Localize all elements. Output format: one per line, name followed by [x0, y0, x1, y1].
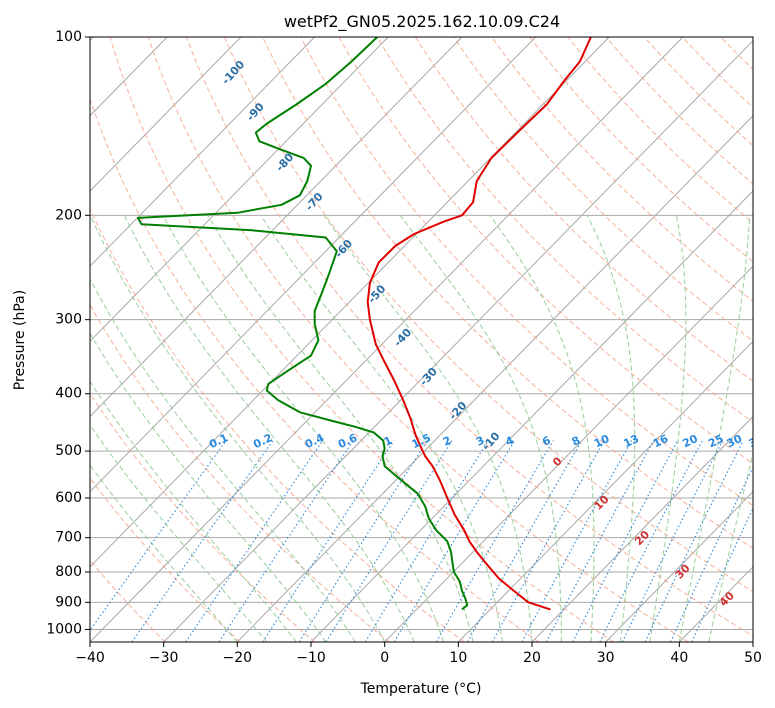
mixing-ratio-line: [466, 440, 583, 642]
mixing-ratio-line: [393, 440, 516, 642]
moist-adiabat-line: [708, 450, 753, 642]
moist-adiabat-line: [207, 215, 474, 642]
y-tick-label: 1000: [46, 621, 82, 637]
series-layer: [136, 37, 592, 611]
mixing-ratio-line: [218, 440, 354, 642]
isotherm-line: [90, 37, 536, 493]
mixing-ratio-label: 10: [592, 432, 612, 450]
mixing-ratio-line: [691, 506, 753, 642]
x-tick-label: 0: [380, 650, 389, 666]
mixing-ratio-line: [325, 440, 453, 642]
mixing-ratio-line: [491, 440, 605, 642]
mixing-ratio-line: [262, 440, 395, 642]
moist-adiabat-line: [90, 277, 356, 642]
dry-adiabat-line: [491, 37, 753, 302]
x-tick-label: −40: [75, 650, 105, 666]
dry-adiabat-line: [185, 37, 753, 637]
moist-adiabat-line: [649, 215, 687, 642]
y-tick-label: 900: [55, 594, 82, 610]
mixing-ratio-line: [364, 440, 489, 642]
x-tick-label: −20: [223, 650, 253, 666]
dry-adiabat-line: [90, 559, 166, 642]
moist-adiabat-line: [399, 214, 563, 642]
mixing-ratio-label: 36: [747, 432, 767, 450]
isotherm-line: [90, 37, 315, 267]
moist-adiabat-line: [678, 215, 751, 642]
x-tick-label: 20: [523, 650, 541, 666]
plot-frame: [89, 36, 754, 643]
moist-adiabat-line: [323, 214, 533, 642]
x-tick-label: 10: [449, 650, 467, 666]
dry-adiabat-line: [90, 303, 390, 642]
y-tick-label: 300: [55, 312, 82, 328]
dry-adiabat-line: [90, 392, 316, 642]
moist-adiabat-line: [90, 464, 238, 642]
y-axis-label: Pressure (hPa): [12, 290, 28, 390]
mixing-ratio-line: [131, 440, 274, 642]
moist-adiabat-line: [586, 215, 636, 642]
dry-adiabat-line: [414, 37, 753, 382]
y-tick-label: 200: [55, 207, 82, 223]
mixing-ratio-label: 25: [706, 432, 725, 450]
x-tick-label: 30: [597, 650, 615, 666]
moist-adiabat-line: [162, 215, 445, 642]
dry-adiabat-line: [109, 37, 614, 642]
dry-adiabat-line: [376, 37, 753, 423]
isotherm-line: [457, 340, 753, 642]
moist-adiabat-line: [123, 215, 415, 642]
mixing-ratio-label: 13: [622, 432, 641, 450]
isotherm-line: [163, 39, 753, 642]
dry-adiabat-line: [90, 97, 540, 642]
mixing-ratio-label: 16: [651, 432, 671, 450]
dry-adiabat-line: [90, 207, 465, 642]
axis-layer: −40 −30 −20 −10 0 10 20 30 40 50 100 200 300 400 500 60…: [46, 29, 762, 666]
mixing-ratio-line: [298, 440, 429, 642]
mixing-ratio-line: [644, 440, 744, 642]
mixing-ratio-line: [90, 440, 227, 632]
dry-adiabat-line: [90, 477, 241, 642]
isotherm-line: [90, 37, 389, 343]
isotherm-line: [384, 265, 753, 642]
x-tick-label: 40: [670, 650, 688, 666]
isotherm-line: [90, 37, 610, 568]
x-tick-label: 50: [744, 650, 762, 666]
mixing-ratio-line: [621, 440, 724, 642]
y-tick-label: 100: [55, 29, 82, 45]
moist-adiabat-line: [489, 214, 595, 642]
grid-layer: [90, 37, 753, 642]
dry-adiabat-line: [300, 37, 753, 507]
isotherm-line: [605, 490, 753, 642]
isotherm-line: [310, 190, 753, 642]
mixing-ratio-label: 30: [725, 432, 745, 450]
isotherm-line: [531, 415, 753, 642]
y-tick-label: 500: [55, 443, 82, 459]
moist-adiabat-line: [260, 215, 504, 642]
x-axis-label: Temperature (°C): [360, 681, 482, 697]
isotherm-line: [90, 37, 684, 642]
mixing-ratio-label: 20: [680, 432, 700, 450]
sounding-dewpoint-line: [136, 37, 469, 611]
y-tick-label: 800: [55, 564, 82, 580]
mixing-ratio-line: [521, 440, 633, 642]
y-tick-label: 700: [55, 530, 82, 546]
y-tick-label: 600: [55, 490, 82, 506]
x-tick-label: −10: [296, 650, 326, 666]
isotherm-line: [90, 37, 242, 192]
x-tick-label: −30: [149, 650, 179, 666]
mixing-ratio-line: [599, 440, 703, 642]
dry-adiabat-line: [223, 37, 753, 593]
isotherm-line: [236, 115, 753, 642]
y-tick-label: 400: [55, 386, 82, 402]
isotherm-line: [90, 37, 463, 418]
mixing-ratio-line: [435, 440, 554, 642]
chart-title: wetPf2_GN05.2025.162.10.09.C24: [284, 12, 560, 32]
moist-adiabat-line: [90, 423, 268, 642]
dry-adiabat-line: [147, 37, 689, 642]
moist-adiabat-line: [90, 215, 386, 642]
sounding-temperature-line: [366, 37, 592, 611]
moist-adiabat-line: [90, 332, 327, 642]
mixing-ratio-line: [185, 440, 324, 642]
